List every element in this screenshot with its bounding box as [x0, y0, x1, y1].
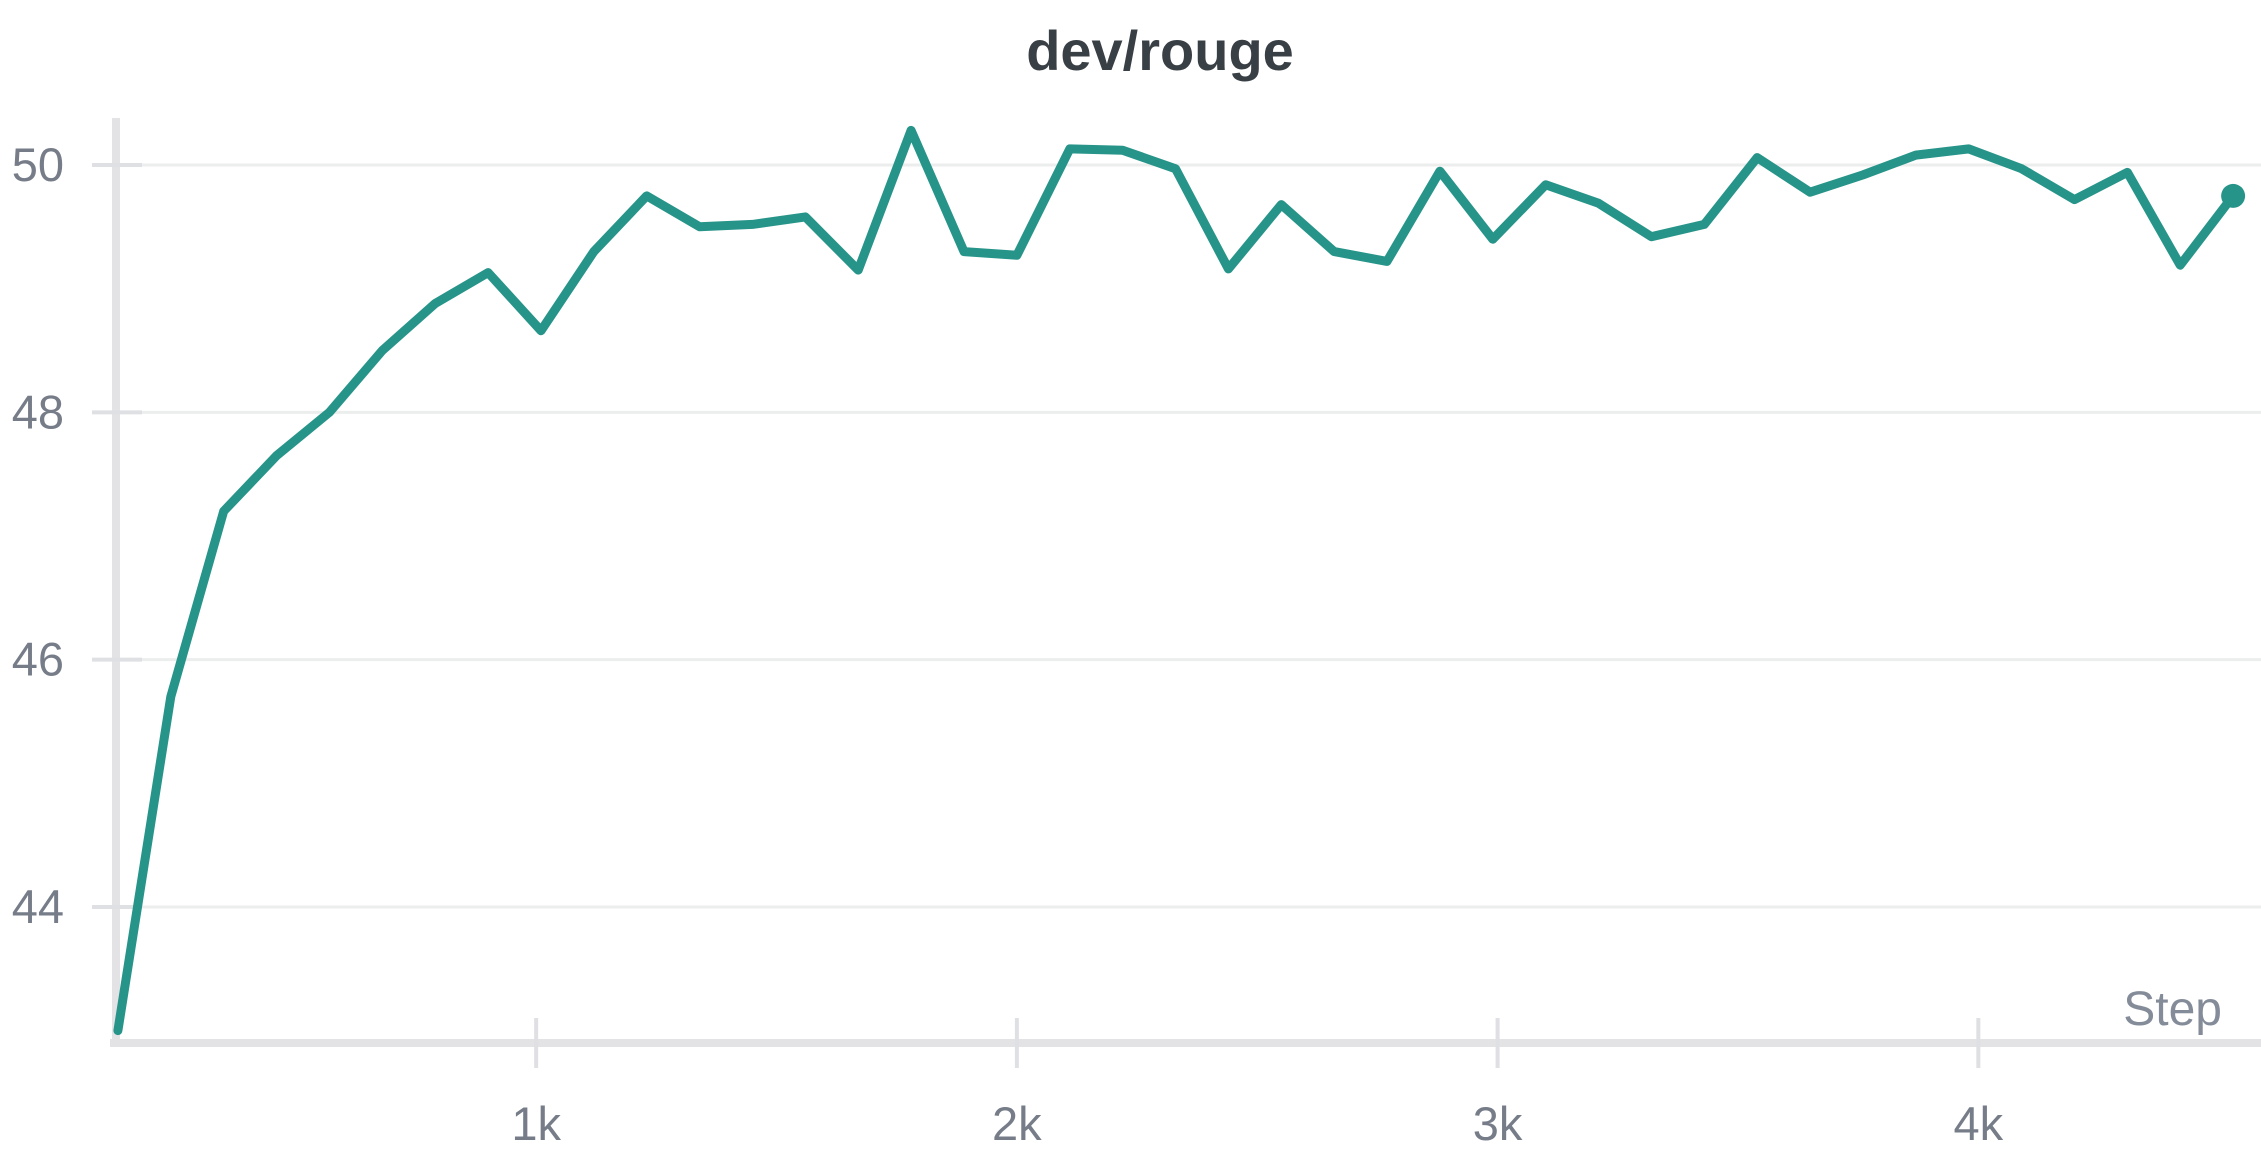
x-tick-label: 2k	[992, 1097, 1042, 1150]
y-tick-label: 50	[12, 138, 64, 191]
x-tick-label: 3k	[1473, 1097, 1523, 1150]
tick-labels: 44 46 48 50 1k 2k 3k 4k	[12, 138, 2004, 1150]
y-tick-label: 46	[12, 633, 64, 686]
chart-title: dev/rouge	[1026, 19, 1294, 82]
x-tick-label: 1k	[511, 1097, 561, 1150]
y-tick-label: 48	[12, 385, 64, 438]
series-line	[113, 125, 2238, 1036]
x-tick-label: 4k	[1954, 1097, 2004, 1150]
last-point-marker	[2221, 183, 2246, 208]
y-tick-label: 44	[12, 880, 64, 933]
x-axis-label: Step	[2123, 983, 2222, 1036]
gridlines	[116, 163, 2261, 909]
tick-marks	[92, 162, 1981, 1068]
axes	[110, 118, 2261, 1047]
